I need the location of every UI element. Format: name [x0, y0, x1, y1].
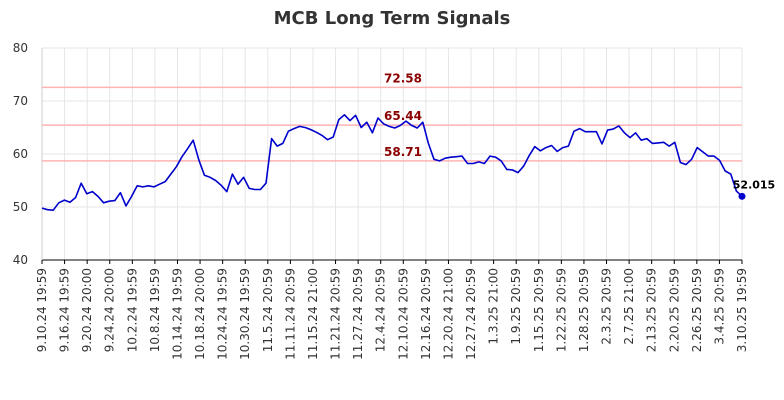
x-tick-label: 12.20.24 21:00	[441, 268, 455, 360]
reference-line-label: 72.58	[384, 71, 422, 85]
x-tick-label: 1.9.25 20:59	[509, 268, 523, 345]
x-tick-label: 1.15.25 20:59	[532, 268, 546, 352]
last-point-marker	[738, 192, 746, 200]
x-tick-label: 12.16.24 20:59	[419, 268, 433, 360]
x-tick-label: 10.30.24 19:59	[238, 268, 252, 360]
x-tick-label: 9.16.24 19:59	[58, 268, 72, 352]
x-tick-label: 12.4.24 20:59	[374, 268, 388, 352]
x-tick-label: 10.18.24 20:00	[193, 268, 207, 360]
reference-line-label: 65.44	[384, 109, 422, 123]
x-tick-label: 11.5.24 20:59	[261, 268, 275, 352]
x-tick-label: 11.11.24 20:59	[283, 268, 297, 360]
x-tick-label: 2.3.25 20:59	[600, 268, 614, 345]
x-tick-label: 1.3.25 21:00	[487, 268, 501, 345]
x-tick-label: 3.10.25 19:59	[735, 268, 749, 352]
x-tick-label: 9.24.24 20:00	[103, 268, 117, 352]
x-tick-label: 10.8.24 19:59	[148, 268, 162, 352]
x-tick-label: 10.14.24 19:59	[170, 268, 184, 360]
last-value-label: 52.015	[733, 178, 775, 191]
x-tick-label: 11.27.24 20:59	[351, 268, 365, 360]
x-tick-label: 2.20.25 20:59	[667, 268, 681, 352]
y-tick-label: 70	[13, 94, 28, 108]
chart-title: MCB Long Term Signals	[273, 8, 511, 29]
x-tick-label: 11.15.24 21:00	[306, 268, 320, 360]
x-tick-label: 1.22.25 20:59	[554, 268, 568, 352]
y-tick-label: 80	[13, 41, 28, 55]
x-tick-label: 9.10.24 19:59	[35, 268, 49, 352]
reference-line-label: 58.71	[384, 145, 422, 159]
y-tick-label: 40	[13, 253, 28, 267]
x-tick-label: 11.21.24 20:59	[329, 268, 343, 360]
x-tick-label: 12.27.24 20:59	[464, 268, 478, 360]
x-tick-label: 2.13.25 20:59	[645, 268, 659, 352]
x-tick-label: 10.24.24 19:59	[216, 268, 230, 360]
y-tick-label: 60	[13, 147, 28, 161]
y-tick-label: 50	[13, 200, 28, 214]
x-tick-label: 1.28.25 20:59	[577, 268, 591, 352]
series-line	[41, 114, 743, 211]
x-tick-label: 3.4.25 20:59	[712, 268, 726, 345]
x-tick-label: 12.10.24 20:59	[396, 268, 410, 360]
x-tick-label: 9.20.24 20:00	[80, 268, 94, 352]
x-tick-label: 2.7.25 21:00	[622, 268, 636, 345]
x-tick-label: 2.26.25 20:59	[690, 268, 704, 352]
x-tick-label: 10.2.24 19:59	[125, 268, 139, 352]
